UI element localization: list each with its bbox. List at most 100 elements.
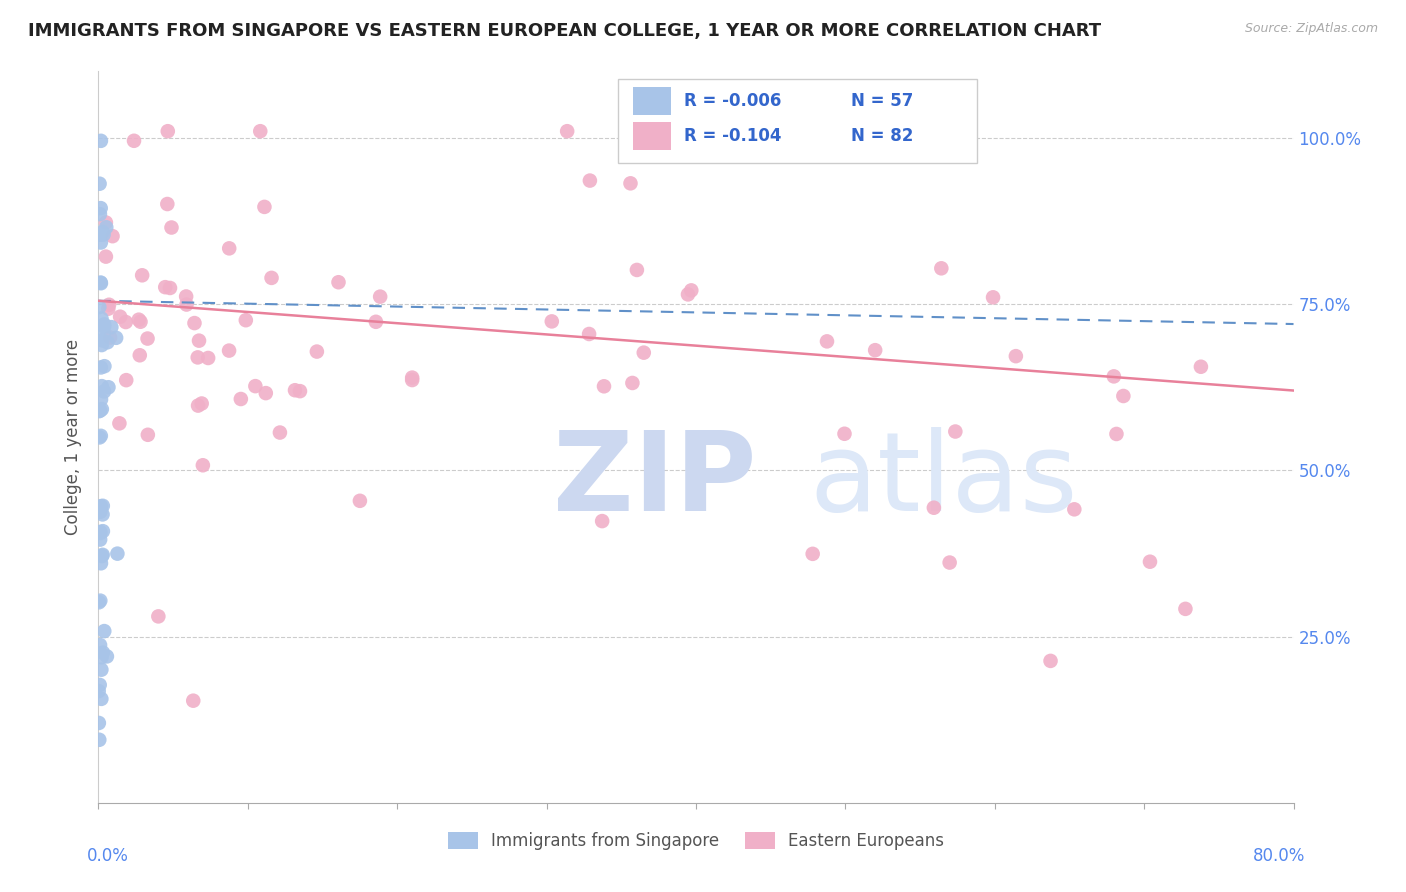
Text: Source: ZipAtlas.com: Source: ZipAtlas.com bbox=[1244, 22, 1378, 36]
Point bbox=[91, 646, 114, 660]
Point bbox=[89, 227, 111, 242]
Point bbox=[98, 298, 121, 312]
Text: atlas: atlas bbox=[810, 427, 1078, 534]
Point bbox=[93, 359, 115, 374]
Point bbox=[87, 715, 110, 730]
Point bbox=[90, 235, 112, 250]
Point bbox=[115, 373, 138, 387]
Point bbox=[108, 417, 131, 431]
Point bbox=[364, 315, 387, 329]
Point bbox=[94, 215, 117, 229]
Point bbox=[401, 370, 423, 384]
Point bbox=[129, 315, 152, 329]
Text: ZIP: ZIP bbox=[553, 427, 756, 534]
Point bbox=[89, 207, 111, 221]
Point bbox=[401, 373, 423, 387]
Point bbox=[254, 386, 277, 401]
Point bbox=[284, 383, 307, 397]
Point bbox=[101, 229, 124, 244]
Point bbox=[626, 263, 648, 277]
Point bbox=[90, 429, 112, 443]
Point bbox=[128, 348, 150, 362]
Point bbox=[555, 124, 578, 138]
Text: R = -0.006: R = -0.006 bbox=[685, 92, 782, 110]
Point bbox=[591, 514, 613, 528]
Point bbox=[943, 425, 966, 439]
Point bbox=[938, 556, 960, 570]
Point bbox=[269, 425, 291, 440]
Point bbox=[187, 351, 209, 365]
Point bbox=[305, 344, 328, 359]
Point bbox=[93, 318, 115, 332]
Point bbox=[676, 287, 699, 301]
Point bbox=[89, 505, 111, 519]
Point bbox=[122, 134, 145, 148]
Point bbox=[229, 392, 252, 406]
Point bbox=[1039, 654, 1062, 668]
Point bbox=[90, 277, 112, 291]
Point bbox=[160, 220, 183, 235]
Point bbox=[89, 533, 111, 547]
Text: 0.0%: 0.0% bbox=[87, 847, 128, 864]
Bar bbox=[633, 87, 671, 115]
Point bbox=[834, 426, 856, 441]
Point bbox=[91, 499, 114, 513]
Point bbox=[96, 220, 118, 235]
Point bbox=[187, 399, 209, 413]
Legend: Immigrants from Singapore, Eastern Europeans: Immigrants from Singapore, Eastern Europ… bbox=[441, 825, 950, 856]
Point bbox=[90, 691, 112, 706]
Point bbox=[93, 227, 115, 242]
Point bbox=[349, 493, 371, 508]
Point bbox=[100, 320, 122, 334]
Point bbox=[93, 319, 115, 334]
Point bbox=[1063, 502, 1085, 516]
Point bbox=[89, 638, 111, 652]
Point bbox=[89, 732, 111, 747]
Point bbox=[863, 343, 886, 358]
Point bbox=[253, 200, 276, 214]
Point bbox=[90, 499, 112, 513]
Point bbox=[87, 684, 110, 698]
FancyBboxPatch shape bbox=[619, 78, 977, 163]
Point bbox=[91, 548, 114, 562]
Point bbox=[922, 500, 945, 515]
Point bbox=[89, 678, 111, 692]
Point bbox=[96, 335, 118, 350]
Point bbox=[245, 379, 267, 393]
Point bbox=[235, 313, 257, 327]
Point bbox=[93, 326, 115, 340]
Point bbox=[93, 384, 115, 399]
Point bbox=[89, 403, 111, 417]
Point bbox=[174, 289, 197, 303]
Point bbox=[579, 173, 602, 187]
Point bbox=[91, 334, 114, 348]
Point bbox=[90, 663, 112, 677]
Point bbox=[190, 396, 212, 410]
Point bbox=[328, 275, 350, 289]
Point bbox=[249, 124, 271, 138]
Point bbox=[188, 334, 211, 348]
Point bbox=[368, 290, 391, 304]
Point bbox=[1005, 349, 1028, 363]
Point bbox=[91, 225, 114, 239]
Point bbox=[90, 557, 112, 571]
Point bbox=[148, 609, 170, 624]
Point bbox=[181, 694, 204, 708]
Point bbox=[1112, 389, 1135, 403]
Point bbox=[156, 197, 179, 211]
Point bbox=[578, 326, 600, 341]
Point bbox=[114, 315, 136, 329]
Point bbox=[593, 379, 616, 393]
Point bbox=[90, 379, 112, 393]
Point bbox=[681, 284, 703, 298]
Point bbox=[1139, 555, 1161, 569]
Point bbox=[260, 271, 283, 285]
Point bbox=[128, 312, 150, 326]
Point bbox=[1174, 602, 1197, 616]
Point bbox=[156, 124, 179, 138]
Point bbox=[131, 268, 153, 283]
Point bbox=[176, 297, 198, 311]
Point bbox=[218, 241, 240, 255]
Point bbox=[90, 360, 112, 375]
Point bbox=[91, 508, 114, 522]
